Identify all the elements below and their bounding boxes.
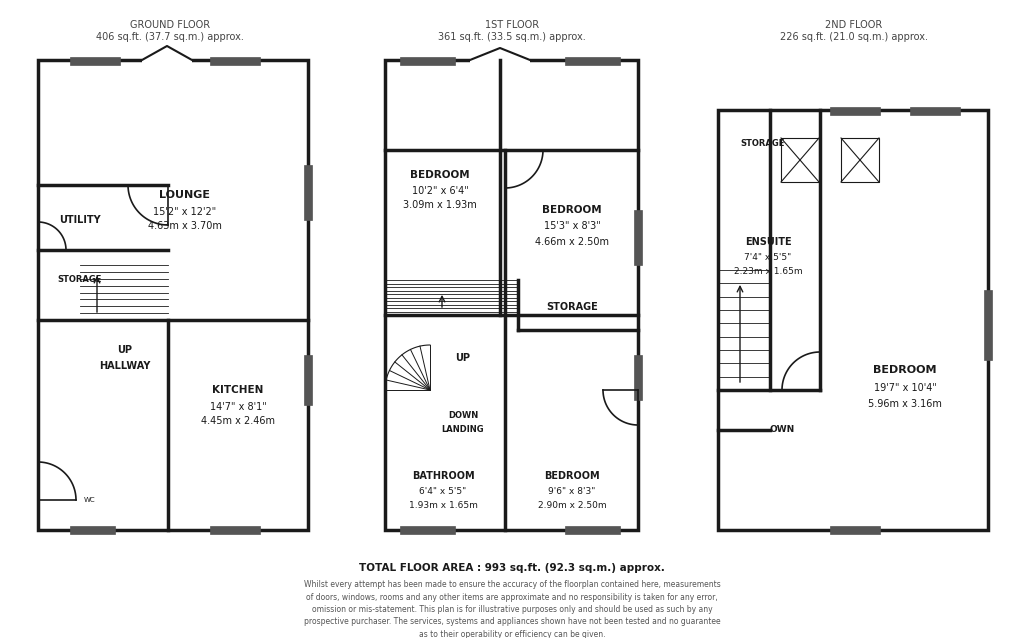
Bar bbox=[400, 526, 455, 534]
Text: 4.66m x 2.50m: 4.66m x 2.50m bbox=[535, 237, 609, 247]
Bar bbox=[984, 290, 992, 360]
Bar bbox=[634, 355, 642, 400]
Bar bbox=[470, 58, 530, 65]
Text: STORAGE: STORAGE bbox=[740, 138, 784, 147]
Bar bbox=[718, 110, 988, 530]
Bar bbox=[70, 526, 115, 534]
Text: 1.93m x 1.65m: 1.93m x 1.65m bbox=[409, 501, 477, 510]
Text: LOUNGE: LOUNGE bbox=[160, 190, 211, 200]
Text: 15'2" x 12'2": 15'2" x 12'2" bbox=[154, 207, 217, 217]
Bar bbox=[781, 138, 819, 182]
Text: BATHROOM: BATHROOM bbox=[412, 471, 474, 481]
Bar bbox=[385, 60, 638, 530]
Bar bbox=[70, 57, 120, 65]
Text: Whilst every attempt has been made to ensure the accuracy of the floorplan conta: Whilst every attempt has been made to en… bbox=[304, 580, 720, 638]
Text: BEDROOM: BEDROOM bbox=[873, 365, 937, 375]
Bar bbox=[830, 107, 880, 115]
Text: HALLWAY: HALLWAY bbox=[99, 361, 151, 371]
Bar bbox=[304, 355, 312, 405]
Bar bbox=[142, 58, 193, 65]
Text: 4.63m x 3.70m: 4.63m x 3.70m bbox=[148, 221, 222, 231]
Text: 14'7" x 8'1": 14'7" x 8'1" bbox=[210, 402, 266, 412]
Text: UP: UP bbox=[456, 353, 470, 363]
Text: 7'4" x 5'5": 7'4" x 5'5" bbox=[744, 253, 792, 262]
Text: BEDROOM: BEDROOM bbox=[411, 170, 470, 180]
Text: KITCHEN: KITCHEN bbox=[212, 385, 264, 395]
Text: LANDING: LANDING bbox=[441, 424, 484, 433]
Bar bbox=[634, 210, 642, 265]
Bar bbox=[565, 526, 620, 534]
Text: UP: UP bbox=[118, 345, 132, 355]
Text: 15'3" x 8'3": 15'3" x 8'3" bbox=[544, 221, 600, 231]
Text: STORAGE: STORAGE bbox=[546, 302, 598, 312]
Bar bbox=[400, 57, 455, 65]
Bar bbox=[210, 526, 260, 534]
Text: BEDROOM: BEDROOM bbox=[542, 205, 602, 215]
Bar bbox=[910, 107, 961, 115]
Text: 6'4" x 5'5": 6'4" x 5'5" bbox=[420, 487, 467, 496]
Text: 1ST FLOOR
361 sq.ft. (33.5 sq.m.) approx.: 1ST FLOOR 361 sq.ft. (33.5 sq.m.) approx… bbox=[438, 20, 586, 41]
Text: 2ND FLOOR
226 sq.ft. (21.0 sq.m.) approx.: 2ND FLOOR 226 sq.ft. (21.0 sq.m.) approx… bbox=[780, 20, 928, 41]
Text: 5.96m x 3.16m: 5.96m x 3.16m bbox=[868, 399, 942, 409]
Bar bbox=[841, 138, 879, 182]
Text: UTILITY: UTILITY bbox=[59, 215, 100, 225]
Text: 9'6" x 8'3": 9'6" x 8'3" bbox=[548, 487, 596, 496]
Bar bbox=[565, 57, 620, 65]
Text: 2.23m x 1.65m: 2.23m x 1.65m bbox=[733, 267, 803, 276]
Text: 10'2" x 6'4": 10'2" x 6'4" bbox=[412, 186, 468, 196]
Text: DOWN: DOWN bbox=[447, 410, 478, 420]
Bar bbox=[304, 165, 312, 220]
Text: OWN: OWN bbox=[770, 426, 796, 434]
Text: TOTAL FLOOR AREA : 993 sq.ft. (92.3 sq.m.) approx.: TOTAL FLOOR AREA : 993 sq.ft. (92.3 sq.m… bbox=[359, 563, 665, 573]
Text: BEDROOM: BEDROOM bbox=[544, 471, 600, 481]
Text: ENSUITE: ENSUITE bbox=[744, 237, 792, 247]
Text: 3.09m x 1.93m: 3.09m x 1.93m bbox=[403, 200, 477, 210]
Text: 19'7" x 10'4": 19'7" x 10'4" bbox=[873, 383, 936, 393]
Text: GROUND FLOOR
406 sq.ft. (37.7 sq.m.) approx.: GROUND FLOOR 406 sq.ft. (37.7 sq.m.) app… bbox=[96, 20, 244, 41]
Bar bbox=[210, 57, 260, 65]
Bar bbox=[830, 526, 880, 534]
Text: WC: WC bbox=[84, 497, 96, 503]
Text: 2.90m x 2.50m: 2.90m x 2.50m bbox=[538, 501, 606, 510]
Bar bbox=[38, 60, 308, 530]
Text: 4.45m x 2.46m: 4.45m x 2.46m bbox=[201, 416, 275, 426]
Text: STORAGE: STORAGE bbox=[57, 276, 102, 285]
